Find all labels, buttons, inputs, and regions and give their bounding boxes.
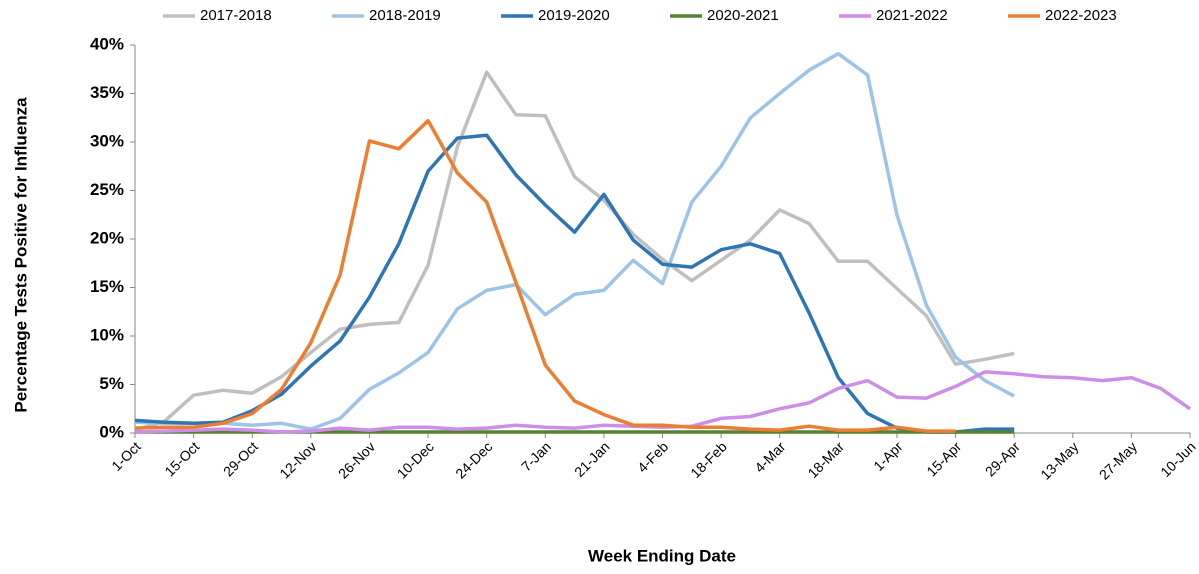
x-axis-title: Week Ending Date <box>588 546 736 565</box>
x-tick-label: 29-Oct <box>220 438 261 479</box>
x-tick-label: 21-Jan <box>571 438 613 480</box>
x-tick-label: 18-Mar <box>804 438 847 481</box>
legend-label: 2019-2020 <box>538 7 610 24</box>
x-tick-label: 15-Apr <box>923 438 964 479</box>
legend-label: 2018-2019 <box>369 7 441 24</box>
y-tick-label: 25% <box>90 180 124 199</box>
x-tick-label: 13-May <box>1037 438 1081 482</box>
series-line <box>134 51 1016 431</box>
y-axis-title: Percentage Tests Positive for Influenza <box>11 97 30 413</box>
legend-label: 2020-2021 <box>707 7 779 24</box>
x-tick-label: 24-Dec <box>452 438 495 481</box>
series-line <box>134 370 1191 434</box>
y-tick-label: 15% <box>90 277 124 296</box>
x-tick-label: 12-Nov <box>276 438 319 481</box>
x-tick-label: 10-Jun <box>1157 438 1199 480</box>
legend-label: 2022-2023 <box>1045 7 1117 24</box>
legend-label: 2017-2018 <box>200 7 272 24</box>
y-tick-label: 30% <box>90 131 124 150</box>
x-tick-label: 27-May <box>1096 438 1140 482</box>
series-line <box>134 118 956 433</box>
y-tick-label: 0% <box>99 422 124 441</box>
x-tick-label: 1-Oct <box>108 438 144 474</box>
x-tick-label: 26-Nov <box>335 438 378 481</box>
x-tick-label: 10-Dec <box>394 438 437 481</box>
x-tick-label: 4-Mar <box>751 438 788 475</box>
y-tick-label: 20% <box>90 228 124 247</box>
x-tick-label: 7-Jan <box>518 438 554 474</box>
series-line <box>134 133 1015 434</box>
series-line <box>134 70 1015 432</box>
y-tick-label: 5% <box>99 374 124 393</box>
x-tick-label: 15-Oct <box>161 438 202 479</box>
y-tick-label: 10% <box>90 325 124 344</box>
x-tick-label: 18-Feb <box>687 438 730 481</box>
y-tick-label: 35% <box>90 83 124 102</box>
x-tick-label: 1-Apr <box>870 438 906 474</box>
legend-label: 2021-2022 <box>876 7 948 24</box>
x-tick-label: 29-Apr <box>982 438 1023 479</box>
y-tick-label: 40% <box>90 34 124 53</box>
x-tick-label: 4-Feb <box>634 438 671 475</box>
